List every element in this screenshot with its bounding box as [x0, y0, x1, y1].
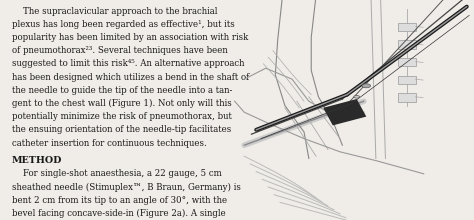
- Text: suggested to limit this risk⁴⁵. An alternative approach: suggested to limit this risk⁴⁵. An alter…: [12, 59, 245, 68]
- Text: plexus has long been regarded as effective¹, but its: plexus has long been regarded as effecti…: [12, 20, 235, 29]
- Text: sheathed needle (Stimuplex™, B Braun, Germany) is: sheathed needle (Stimuplex™, B Braun, Ge…: [12, 183, 241, 192]
- Polygon shape: [323, 99, 366, 125]
- Bar: [399, 40, 416, 49]
- Text: potentially minimize the risk of pneumothorax, but: potentially minimize the risk of pneumot…: [12, 112, 232, 121]
- Circle shape: [362, 84, 371, 88]
- Text: bevel facing concave-side-in (Figure 2a). A single: bevel facing concave-side-in (Figure 2a)…: [12, 209, 226, 218]
- Bar: [399, 93, 416, 102]
- Bar: [399, 58, 416, 66]
- Text: For single-shot anaesthesia, a 22 gauge, 5 cm: For single-shot anaesthesia, a 22 gauge,…: [12, 169, 222, 178]
- Bar: [399, 23, 416, 31]
- Text: the needle to guide the tip of the needle into a tan-: the needle to guide the tip of the needl…: [12, 86, 232, 95]
- Text: of pneumothorax²³. Several techniques have been: of pneumothorax²³. Several techniques ha…: [12, 46, 228, 55]
- Circle shape: [354, 95, 360, 98]
- Bar: [399, 76, 416, 84]
- Text: the ensuing orientation of the needle-tip facilitates: the ensuing orientation of the needle-ti…: [12, 125, 231, 134]
- Text: has been designed which utilizes a bend in the shaft of: has been designed which utilizes a bend …: [12, 73, 249, 82]
- Bar: [235, 0, 474, 220]
- Text: popularity has been limited by an association with risk: popularity has been limited by an associ…: [12, 33, 248, 42]
- Text: catheter insertion for continuous techniques.: catheter insertion for continuous techni…: [12, 139, 207, 148]
- Text: The supraclavicular approach to the brachial: The supraclavicular approach to the brac…: [12, 7, 218, 16]
- Text: gent to the chest wall (Figure 1). Not only will this: gent to the chest wall (Figure 1). Not o…: [12, 99, 232, 108]
- Text: METHOD: METHOD: [12, 156, 62, 165]
- Text: bent 2 cm from its tip to an angle of 30°, with the: bent 2 cm from its tip to an angle of 30…: [12, 196, 227, 205]
